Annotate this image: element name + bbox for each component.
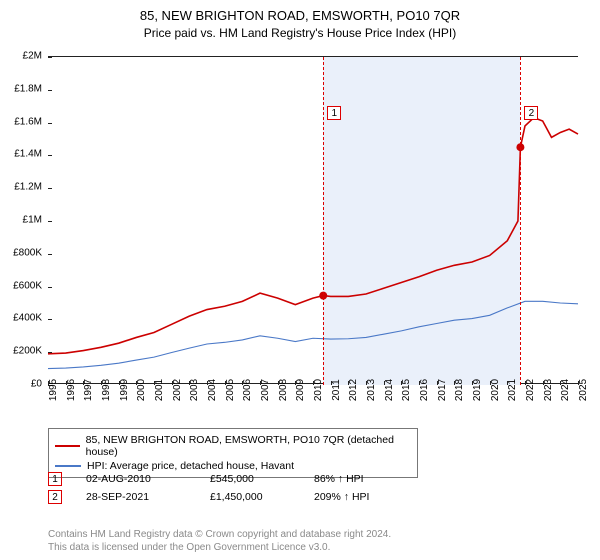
legend-item: 85, NEW BRIGHTON ROAD, EMSWORTH, PO10 7Q… (55, 433, 411, 459)
chart-annotation: 1 (327, 106, 341, 120)
event-row: 1 02-AUG-2010 £545,000 86% ↑ HPI (48, 470, 414, 488)
x-tick-label: 2016 (419, 379, 430, 401)
chart-annotation: 2 (524, 106, 538, 120)
y-tick-label: £200K (13, 346, 42, 357)
y-tick-mark (48, 287, 52, 288)
x-tick-label: 2005 (225, 379, 236, 401)
y-tick-label: £1M (23, 215, 42, 226)
x-tick-label: 2000 (136, 379, 147, 401)
y-tick-label: £800K (13, 247, 42, 258)
event-pct: 209% ↑ HPI (314, 491, 414, 503)
legend-swatch (55, 445, 80, 447)
event-number-box: 1 (48, 472, 62, 486)
y-tick-mark (48, 57, 52, 58)
y-tick-mark (48, 319, 52, 320)
x-tick-label: 2013 (366, 379, 377, 401)
y-tick-label: £0 (31, 379, 42, 390)
event-date: 02-AUG-2010 (86, 473, 186, 485)
x-tick-label: 1995 (48, 379, 59, 401)
x-tick-label: 2002 (172, 379, 183, 401)
event-pct: 86% ↑ HPI (314, 473, 414, 485)
chart-area: 12 £0£200K£400K£600K£800K£1M£1.2M£1.4M£1… (48, 56, 578, 410)
y-tick-label: £400K (13, 313, 42, 324)
plot-region: 12 (48, 56, 578, 384)
chart-title: 85, NEW BRIGHTON ROAD, EMSWORTH, PO10 7Q… (0, 0, 600, 23)
x-tick-label: 1997 (83, 379, 94, 401)
x-tick-label: 2004 (207, 379, 218, 401)
x-tick-label: 2020 (490, 379, 501, 401)
footer-line1: Contains HM Land Registry data © Crown c… (48, 529, 391, 542)
x-tick-label: 2012 (348, 379, 359, 401)
chart-subtitle: Price paid vs. HM Land Registry's House … (0, 23, 600, 40)
legend-label: 85, NEW BRIGHTON ROAD, EMSWORTH, PO10 7Q… (86, 434, 411, 458)
y-tick-mark (48, 254, 52, 255)
y-tick-label: £2M (23, 51, 42, 62)
x-tick-label: 2003 (189, 379, 200, 401)
x-tick-label: 2009 (295, 379, 306, 401)
event-date: 28-SEP-2021 (86, 491, 186, 503)
x-tick-label: 1996 (66, 379, 77, 401)
x-tick-label: 2023 (543, 379, 554, 401)
event-vline (520, 57, 521, 385)
footer-line2: This data is licensed under the Open Gov… (48, 542, 391, 555)
line-svg (48, 57, 578, 385)
x-tick-label: 2008 (278, 379, 289, 401)
event-price: £1,450,000 (210, 491, 290, 503)
x-tick-label: 2021 (507, 379, 518, 401)
x-tick-label: 1998 (101, 379, 112, 401)
x-tick-label: 2024 (560, 379, 571, 401)
y-tick-label: £1.8M (14, 83, 42, 94)
series-line-hpi (48, 301, 578, 368)
y-tick-mark (48, 90, 52, 91)
x-tick-label: 2001 (154, 379, 165, 401)
x-tick-label: 2018 (454, 379, 465, 401)
y-tick-label: £1.2M (14, 182, 42, 193)
x-tick-label: 2007 (260, 379, 271, 401)
y-tick-mark (48, 221, 52, 222)
footer-attribution: Contains HM Land Registry data © Crown c… (48, 529, 391, 554)
x-tick-label: 2006 (242, 379, 253, 401)
y-tick-mark (48, 155, 52, 156)
y-tick-mark (48, 352, 52, 353)
y-tick-mark (48, 188, 52, 189)
y-tick-label: £1.6M (14, 116, 42, 127)
event-vline (323, 57, 324, 385)
x-tick-label: 2025 (578, 379, 589, 401)
series-line-price_paid (48, 118, 578, 354)
legend-swatch (55, 465, 81, 467)
events-table: 1 02-AUG-2010 £545,000 86% ↑ HPI 2 28-SEP-202… (48, 470, 414, 506)
y-tick-mark (48, 123, 52, 124)
x-tick-label: 2019 (472, 379, 483, 401)
y-tick-label: £1.4M (14, 149, 42, 160)
x-tick-label: 2015 (401, 379, 412, 401)
x-tick-label: 1999 (119, 379, 130, 401)
event-number-box: 2 (48, 490, 62, 504)
x-tick-label: 2010 (313, 379, 324, 401)
x-tick-label: 2011 (331, 379, 342, 401)
event-price: £545,000 (210, 473, 290, 485)
x-tick-label: 2022 (525, 379, 536, 401)
event-row: 2 28-SEP-2021 £1,450,000 209% ↑ HPI (48, 488, 414, 506)
x-tick-label: 2017 (437, 379, 448, 401)
y-tick-label: £600K (13, 280, 42, 291)
x-tick-label: 2014 (384, 379, 395, 401)
